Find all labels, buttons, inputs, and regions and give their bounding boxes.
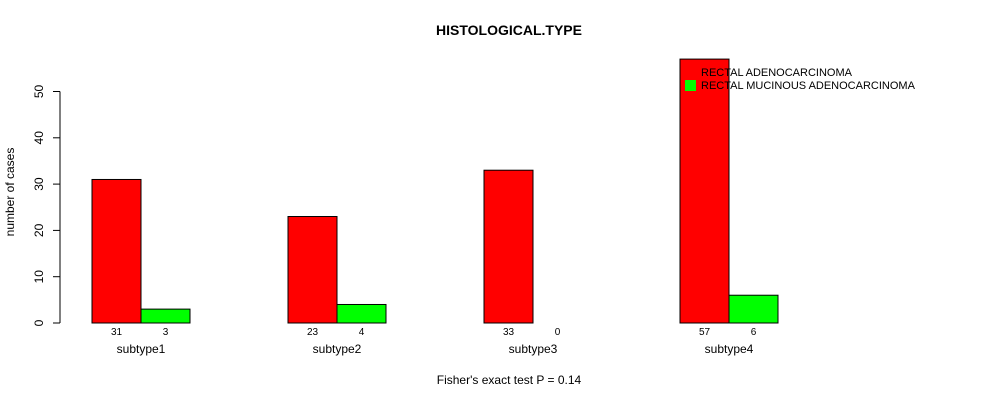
category-label-subtype1: subtype1 — [117, 342, 166, 356]
legend: RECTAL ADENOCARCINOMA RECTAL MUCINOUS AD… — [685, 66, 916, 92]
bar-value-labels: 31 3 23 4 33 0 57 6 — [111, 327, 757, 338]
category-label-subtype4: subtype4 — [705, 342, 754, 356]
bar-value-rectal-mucinous-adenocarcinoma-subtype2: 4 — [359, 327, 365, 338]
bar-value-rectal-mucinous-adenocarcinoma-subtype1: 3 — [163, 327, 169, 338]
bar-value-rectal-adenocarcinoma-subtype2: 23 — [307, 327, 319, 338]
y-tick-label-10: 10 — [32, 270, 46, 284]
bar-value-rectal-adenocarcinoma-subtype1: 31 — [111, 327, 123, 338]
y-tick-label-20: 20 — [32, 223, 46, 237]
bar-value-rectal-adenocarcinoma-subtype3: 33 — [503, 327, 515, 338]
bars — [91, 58, 779, 324]
legend-swatch-rectal-adenocarcinoma — [685, 66, 696, 77]
bar-rectal-adenocarcinoma-subtype1 — [91, 178, 142, 324]
bar-rectal-adenocarcinoma-subtype3 — [483, 169, 534, 324]
category-label-subtype2: subtype2 — [313, 342, 362, 356]
y-tick-label-30: 30 — [32, 177, 46, 191]
bar-rectal-adenocarcinoma-subtype2 — [287, 216, 338, 324]
chart-title: HISTOLOGICAL.TYPE — [436, 22, 582, 38]
y-tick-label-50: 50 — [32, 85, 46, 99]
bar-rectal-mucinous-adenocarcinoma-subtype2 — [336, 303, 387, 324]
bar-rectal-adenocarcinoma-subtype4 — [679, 58, 730, 324]
legend-swatch-rectal-mucinous-adenocarcinoma — [685, 80, 696, 91]
bar-value-rectal-adenocarcinoma-subtype4: 57 — [699, 327, 711, 338]
y-tick-label-40: 40 — [32, 131, 46, 145]
y-tick-label-0: 0 — [32, 319, 46, 326]
category-label-subtype3: subtype3 — [509, 342, 558, 356]
footnote-fisher-test: Fisher's exact test P = 0.14 — [437, 373, 582, 387]
y-axis: 0 10 20 30 40 50 — [32, 85, 61, 326]
bar-rectal-mucinous-adenocarcinoma-subtype4 — [728, 294, 779, 324]
legend-label-rectal-adenocarcinoma: RECTAL ADENOCARCINOMA — [701, 67, 853, 79]
bar-value-rectal-mucinous-adenocarcinoma-subtype3: 0 — [555, 327, 561, 338]
bar-value-rectal-mucinous-adenocarcinoma-subtype4: 6 — [751, 327, 757, 338]
y-axis-label: number of cases — [3, 148, 17, 237]
x-category-labels: subtype1 subtype2 subtype3 subtype4 — [117, 342, 754, 356]
bar-rectal-mucinous-adenocarcinoma-subtype1 — [140, 308, 191, 324]
legend-label-rectal-mucinous-adenocarcinoma: RECTAL MUCINOUS ADENOCARCINOMA — [701, 80, 916, 92]
